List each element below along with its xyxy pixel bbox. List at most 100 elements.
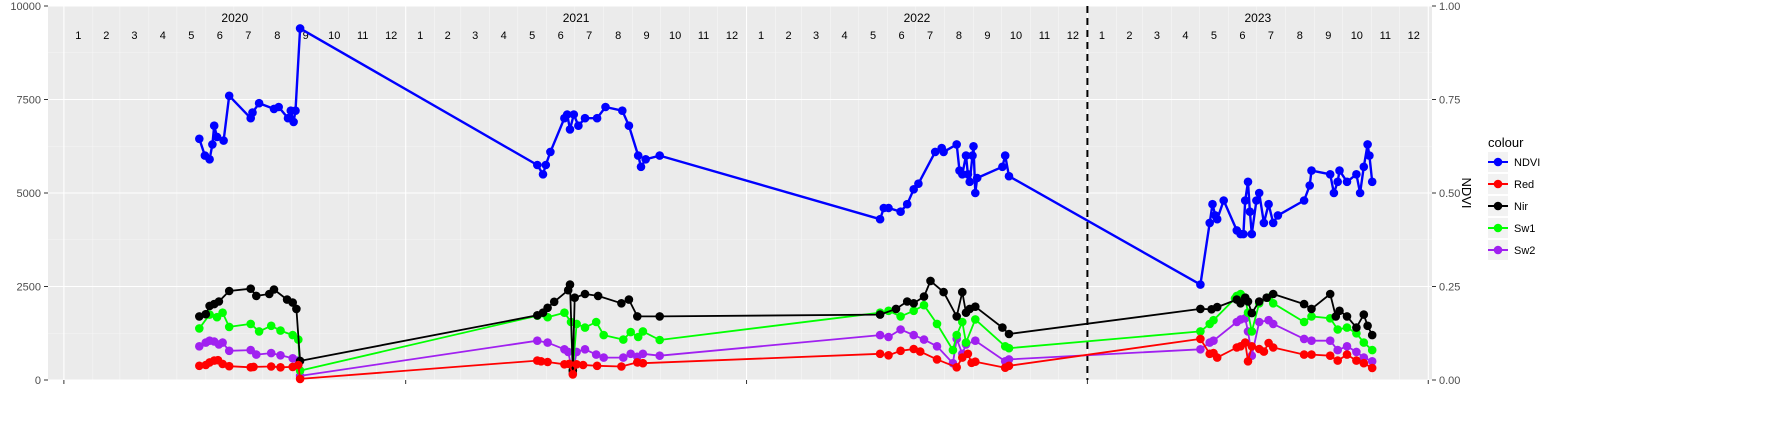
data-point-red: [971, 357, 980, 367]
data-point-ndvi: [274, 102, 284, 112]
data-point-red: [617, 362, 626, 371]
data-point-ndvi: [569, 110, 579, 119]
data-point-nir: [251, 291, 261, 301]
data-point-nir: [1212, 302, 1222, 312]
data-point-nir: [624, 295, 634, 304]
data-point-red: [218, 359, 227, 369]
data-point-ndvi: [618, 106, 627, 115]
data-point-red: [1268, 343, 1278, 352]
data-point-ndvi: [592, 113, 602, 123]
y-axis-left: 0 2500 5000 7500 10000: [10, 1, 48, 387]
data-point-nir: [292, 304, 301, 314]
month-label: 10: [1010, 30, 1022, 42]
data-point-ndvi: [1335, 166, 1344, 175]
data-point-ndvi: [1254, 188, 1264, 198]
data-point-red: [249, 362, 258, 372]
data-point-ndvi: [884, 203, 893, 213]
month-label: 5: [870, 30, 876, 42]
data-point-ndvi: [998, 162, 1007, 172]
data-point-sw1: [560, 308, 569, 318]
month-label: 9: [303, 30, 309, 42]
data-point-sw2: [599, 353, 608, 362]
data-point-ndvi: [1196, 280, 1205, 289]
data-point-sw2: [896, 325, 905, 334]
month-label: 8: [956, 30, 962, 42]
data-point-ndvi: [1367, 177, 1377, 187]
data-point-sw2: [224, 346, 234, 356]
month-label: 11: [1039, 30, 1050, 42]
data-point-sw1: [626, 327, 635, 337]
data-point-ndvi: [1355, 188, 1365, 198]
month-label: 12: [1408, 30, 1420, 42]
data-point-nir: [543, 303, 552, 313]
month-label: 6: [898, 30, 904, 42]
data-point-sw2: [655, 351, 664, 361]
data-point-sw1: [1196, 327, 1205, 336]
data-point-sw1: [1209, 315, 1218, 325]
data-point-sw1: [218, 308, 227, 318]
data-point-sw2: [266, 348, 276, 358]
month-labels: 1 2 3 4 5 6 7 8 9 10 11 12 1 2 3 4 5 6 7 8 9 10 11 12 1 2 3 4 5 6 7 8 9 1…: [75, 30, 1420, 42]
data-point-sw1: [971, 315, 980, 324]
data-point-ndvi: [295, 24, 305, 33]
month-label: 3: [131, 30, 137, 42]
data-point-ndvi: [254, 98, 264, 108]
data-point-nir: [875, 310, 885, 319]
data-point-nir: [1268, 289, 1278, 299]
data-point-ndvi: [565, 125, 575, 134]
data-point-sw2: [276, 351, 285, 360]
data-point-nir: [1352, 323, 1361, 332]
data-point-sw1: [638, 327, 648, 336]
data-point-sw2: [1307, 336, 1316, 346]
month-label: 9: [644, 30, 650, 42]
data-point-sw2: [971, 336, 980, 346]
data-point-sw2: [1352, 347, 1361, 357]
data-point-ndvi: [538, 170, 548, 179]
data-point-nir: [195, 312, 204, 321]
data-point-sw2: [909, 330, 918, 340]
data-point-nir: [958, 287, 967, 297]
legend-key-point: [1493, 223, 1503, 233]
data-point-ndvi: [1333, 177, 1342, 187]
data-point-ndvi: [212, 132, 222, 142]
data-point-nir: [224, 286, 234, 296]
data-point-sw1: [619, 335, 628, 344]
legend-label: NDVI: [1514, 157, 1540, 169]
data-point-sw1: [1004, 343, 1014, 353]
data-point-red: [1243, 357, 1253, 366]
data-point-ndvi: [219, 136, 228, 145]
data-point-nir: [655, 312, 664, 321]
data-point-red: [1259, 347, 1269, 356]
data-point-nir: [1367, 330, 1377, 340]
data-point-sw1: [580, 323, 590, 332]
data-point-nir: [580, 289, 590, 299]
data-point-sw1: [948, 345, 958, 355]
data-point-ndvi: [1329, 188, 1339, 198]
data-point-red: [915, 347, 925, 356]
data-point-nir: [1247, 308, 1257, 318]
data-point-red: [276, 363, 285, 372]
data-point-red: [592, 361, 602, 371]
year-label: 2022: [904, 11, 931, 25]
data-point-sw2: [932, 342, 942, 351]
data-point-ndvi: [224, 91, 234, 101]
legend-label: Nir: [1514, 201, 1528, 213]
data-point-red: [884, 351, 893, 360]
data-point-red: [909, 344, 918, 354]
y-tick-label: 0: [35, 375, 41, 387]
data-point-ndvi: [1245, 207, 1255, 216]
data-point-red: [1342, 350, 1352, 359]
data-point-red: [952, 363, 961, 372]
data-point-ndvi: [1299, 196, 1309, 205]
data-point-ndvi: [1259, 218, 1269, 228]
data-point-ndvi: [291, 106, 300, 115]
month-label: 3: [813, 30, 819, 42]
legend-key-point: [1493, 201, 1503, 211]
data-point-ndvi: [601, 102, 610, 112]
data-point-ndvi: [641, 155, 650, 164]
data-point-nir: [891, 304, 901, 314]
month-label: 10: [1351, 30, 1363, 42]
data-point-red: [1299, 350, 1309, 359]
data-point-ndvi: [208, 140, 217, 149]
